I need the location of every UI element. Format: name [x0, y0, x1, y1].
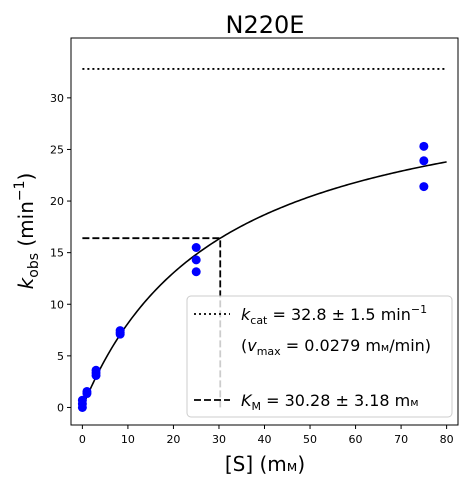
x-tick-label: 20	[166, 433, 180, 446]
y-tick-label: 30	[50, 92, 64, 105]
data-point	[82, 386, 92, 396]
y-tick-label: 15	[50, 247, 64, 260]
data-point	[419, 141, 429, 151]
legend-km-label: KM = 30.28 ± 3.18 mм	[241, 391, 419, 413]
y-tick-label: 10	[50, 298, 64, 311]
y-tick-label: 0	[57, 401, 64, 414]
x-axis-label: [S] (mм)	[225, 452, 305, 476]
y-tick-label: 25	[50, 143, 64, 156]
y-axis-ticks: 0 5 10 15 20 25 30	[50, 92, 71, 414]
x-tick-label: 10	[121, 433, 135, 446]
x-tick-label: 30	[212, 433, 226, 446]
data-point	[191, 267, 201, 277]
x-tick-label: 0	[79, 433, 86, 446]
data-point	[91, 365, 101, 375]
data-point	[191, 242, 201, 252]
chart-title: N220E	[226, 11, 305, 39]
data-points	[77, 141, 429, 412]
x-tick-label: 80	[440, 433, 454, 446]
legend-box	[186, 295, 453, 418]
y-axis-label: kobs (min−1)	[12, 173, 42, 290]
data-point	[419, 182, 429, 192]
legend-vmax-label: (vmax = 0.0279 mм/min)	[241, 336, 431, 358]
data-point	[191, 255, 201, 265]
x-tick-label: 60	[349, 433, 363, 446]
x-tick-label: 70	[394, 433, 408, 446]
fit-curve-layer	[81, 161, 447, 408]
y-tick-label: 20	[50, 195, 64, 208]
data-point	[77, 395, 87, 405]
legend-kcat-label: kcat = 32.8 ± 1.5 min−1	[241, 303, 427, 327]
data-point	[419, 156, 429, 166]
x-axis-ticks: 0 10 20 30 40 50 60 70 80	[79, 425, 454, 446]
data-point	[115, 326, 125, 336]
y-tick-label: 5	[57, 350, 64, 363]
x-tick-label: 50	[303, 433, 317, 446]
legend: kcat = 32.8 ± 1.5 min−1 (vmax = 0.0279 m…	[186, 295, 453, 418]
fit-curve	[81, 161, 447, 408]
x-tick-label: 40	[258, 433, 272, 446]
